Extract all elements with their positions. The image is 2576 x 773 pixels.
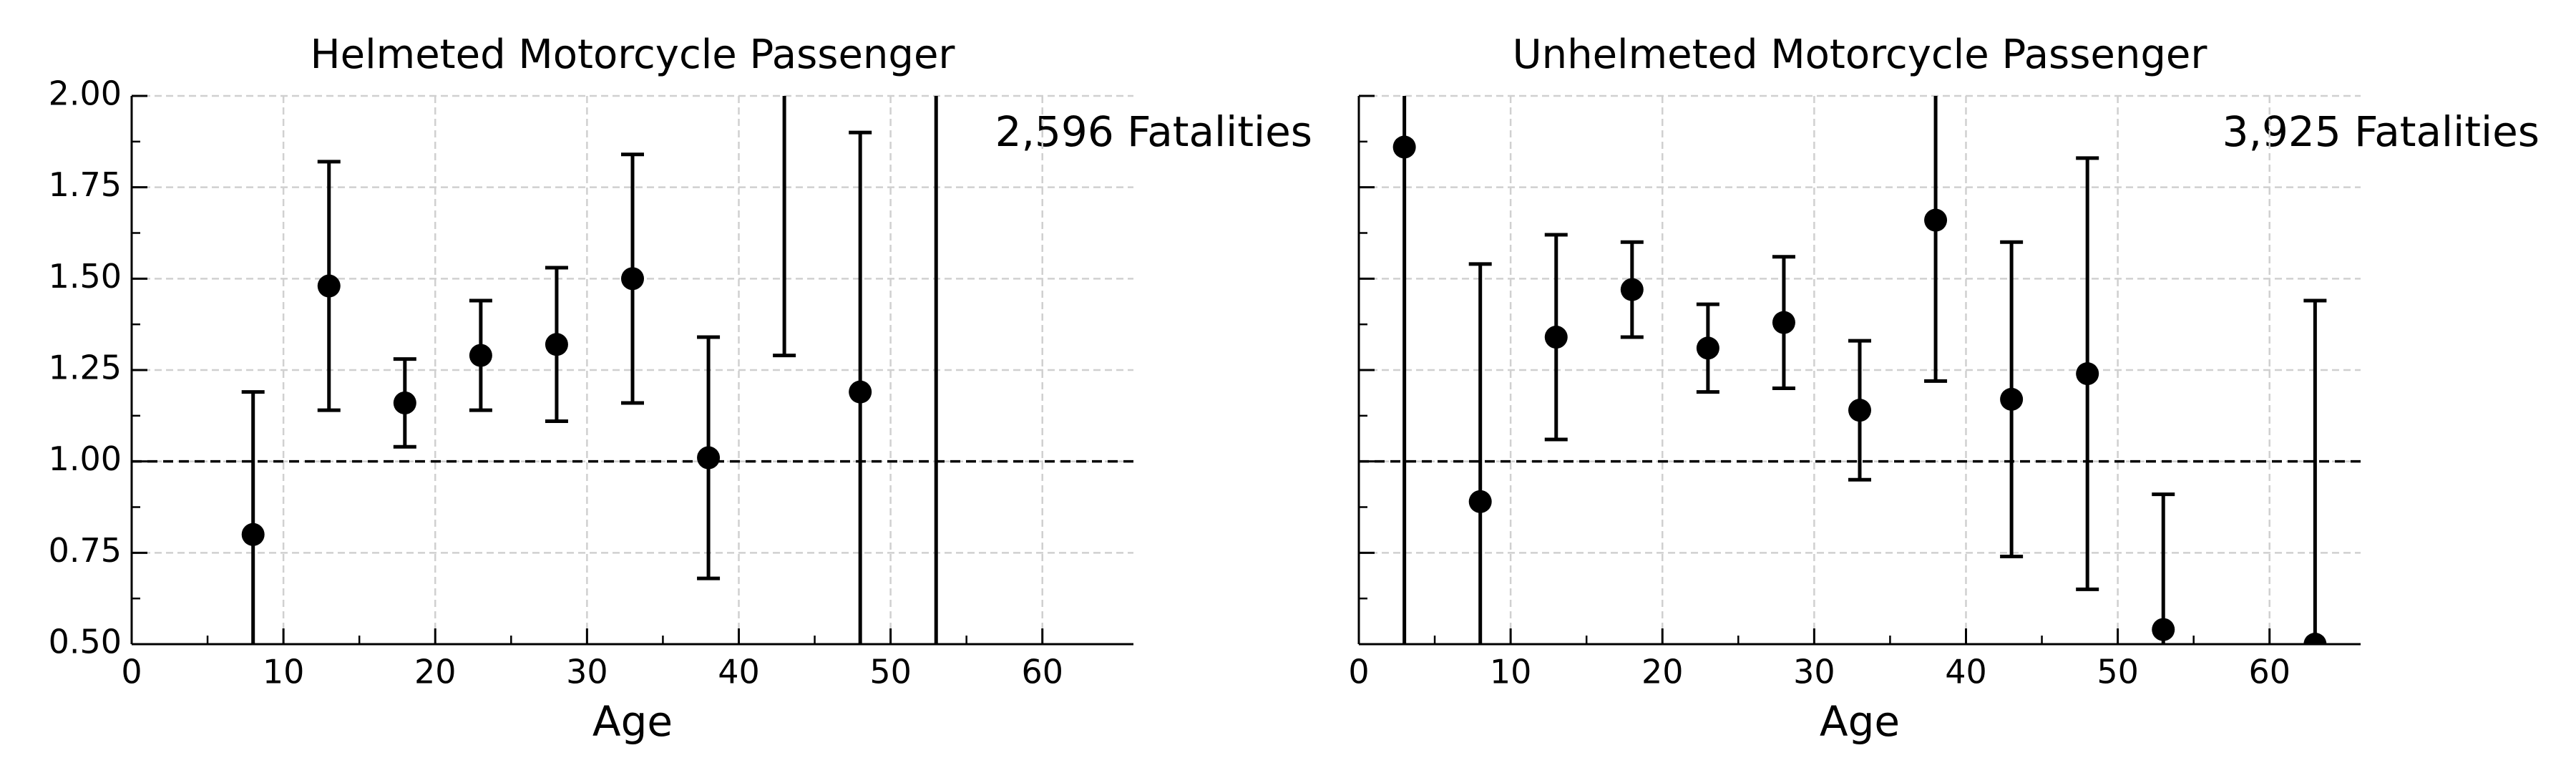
x-tick-label: 60 bbox=[2248, 653, 2290, 691]
data-layer bbox=[1392, 96, 2327, 644]
point bbox=[1392, 135, 1416, 159]
x-tick-label: 0 bbox=[1348, 653, 1369, 691]
point bbox=[924, 11, 947, 34]
x-tick-label: 0 bbox=[121, 653, 142, 691]
y-tick-label: 0.75 bbox=[49, 531, 122, 570]
y-tick-label: 1.25 bbox=[49, 349, 122, 387]
x-tick-label: 40 bbox=[718, 653, 760, 691]
x-tick-label: 40 bbox=[1945, 653, 1987, 691]
chart-title: Unhelmeted Motorcycle Passenger bbox=[1513, 31, 2208, 78]
error-bar bbox=[934, 96, 938, 644]
panel: Unhelmeted Motorcycle Passenger Age 3,925 … bbox=[1348, 31, 2540, 746]
point bbox=[1848, 399, 1871, 422]
point bbox=[1468, 490, 1492, 513]
point bbox=[2000, 387, 2024, 411]
x-tick-label: 20 bbox=[1641, 653, 1684, 691]
x-tick-label: 60 bbox=[1021, 653, 1063, 691]
point bbox=[545, 333, 568, 356]
annotation: 2,596 Fatalities bbox=[995, 107, 1312, 156]
point bbox=[2076, 362, 2099, 386]
point bbox=[241, 522, 265, 546]
error-bar bbox=[2303, 298, 2327, 644]
point bbox=[2152, 618, 2175, 641]
error-bar bbox=[1402, 96, 1407, 644]
x-axis-label: Age bbox=[592, 697, 673, 746]
x-tick-label: 10 bbox=[1490, 653, 1532, 691]
data-layer bbox=[241, 11, 947, 644]
x-tick-label: 50 bbox=[869, 653, 912, 691]
y-tick-label: 1.00 bbox=[49, 439, 122, 478]
point bbox=[393, 391, 416, 414]
x-tick-label: 30 bbox=[1793, 653, 1835, 691]
y-tick-label: 1.50 bbox=[49, 257, 122, 296]
x-tick-label: 10 bbox=[263, 653, 305, 691]
y-tick-label: 2.00 bbox=[49, 74, 122, 113]
point bbox=[1924, 208, 1948, 232]
point bbox=[1544, 326, 1568, 349]
y-tick-label: 1.75 bbox=[49, 165, 122, 204]
x-tick-label: 20 bbox=[414, 653, 457, 691]
x-tick-label: 50 bbox=[2097, 653, 2139, 691]
chart-title: Helmeted Motorcycle Passenger bbox=[311, 31, 956, 78]
point bbox=[469, 344, 492, 367]
y-tick-label: 0.50 bbox=[49, 623, 122, 661]
point bbox=[849, 380, 872, 404]
x-tick-label: 30 bbox=[566, 653, 608, 691]
point bbox=[1620, 278, 1644, 301]
point bbox=[317, 274, 341, 298]
annotation: 3,925 Fatalities bbox=[2223, 107, 2540, 156]
point bbox=[2303, 633, 2327, 644]
point bbox=[621, 267, 644, 291]
point bbox=[1772, 311, 1795, 334]
x-axis-label: Age bbox=[1820, 697, 1900, 746]
point bbox=[697, 446, 721, 470]
error-bar bbox=[773, 96, 796, 358]
panel: Helmeted Motorcycle Passenger Age 2,596 Fa… bbox=[49, 11, 1312, 746]
point bbox=[1696, 336, 1719, 360]
